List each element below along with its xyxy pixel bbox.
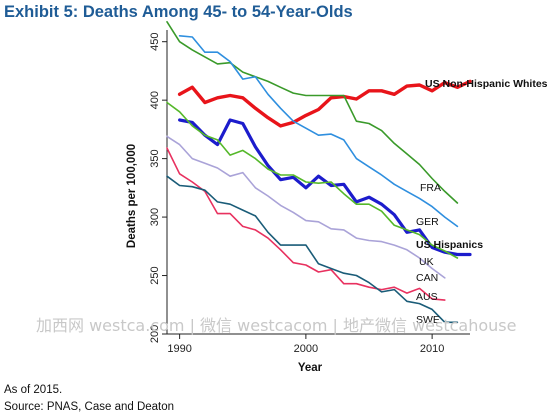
y-ticks: 200 250 300 350 400 450 — [149, 33, 167, 343]
series-label-fra: FRA — [420, 182, 441, 194]
series-line-uk — [166, 101, 459, 259]
y-axis-label: Deaths per 100,000 — [126, 144, 138, 248]
series-lines — [166, 20, 472, 324]
x-axis-label: Year — [298, 362, 323, 374]
y-tick-label: 300 — [149, 208, 161, 226]
x-tick-label: 1990 — [167, 343, 191, 355]
y-tick-label: 350 — [149, 149, 161, 167]
x-tick-label: 2000 — [294, 343, 318, 355]
series-label-ger: GER — [416, 216, 439, 228]
x-tick-label: 2010 — [420, 343, 444, 355]
x-ticks: 1990 2000 2010 — [167, 334, 444, 355]
chart-title: Exhibit 5: Deaths Among 45- to 54-Year-O… — [4, 3, 353, 21]
series-label-aus: AUS — [416, 291, 438, 303]
series-labels: US Non-Hispanic Whites FRA GER US Hispanics… — [416, 78, 548, 326]
series-line-swe — [166, 175, 459, 324]
footnote-source: Source: PNAS, Case and Deaton — [4, 401, 174, 413]
series-line-ger — [178, 34, 459, 228]
axes — [166, 30, 470, 335]
series-line-can — [166, 135, 446, 279]
series-label-swe: SWE — [416, 314, 440, 326]
y-tick-label: 250 — [149, 266, 161, 284]
series-line-us-hispanics — [178, 118, 472, 257]
footnote-date: As of 2015. — [4, 384, 62, 396]
series-line-us-non-hispanic-whites — [177, 79, 472, 128]
watermark: 加西网 westca.com | 微信 westcacom | 地产微信 wes… — [36, 316, 517, 335]
series-label-can: CAN — [416, 272, 438, 284]
series-line-aus — [166, 147, 446, 301]
series-label-us-hispanics: US Hispanics — [416, 239, 483, 251]
series-label-us-non-hispanic-whites: US Non-Hispanic Whites — [425, 78, 548, 90]
y-tick-label: 200 — [149, 325, 161, 343]
series-label-uk: UK — [419, 256, 434, 268]
y-tick-label: 400 — [149, 91, 161, 109]
series-line-fra — [166, 20, 459, 204]
y-tick-label: 450 — [149, 33, 161, 51]
